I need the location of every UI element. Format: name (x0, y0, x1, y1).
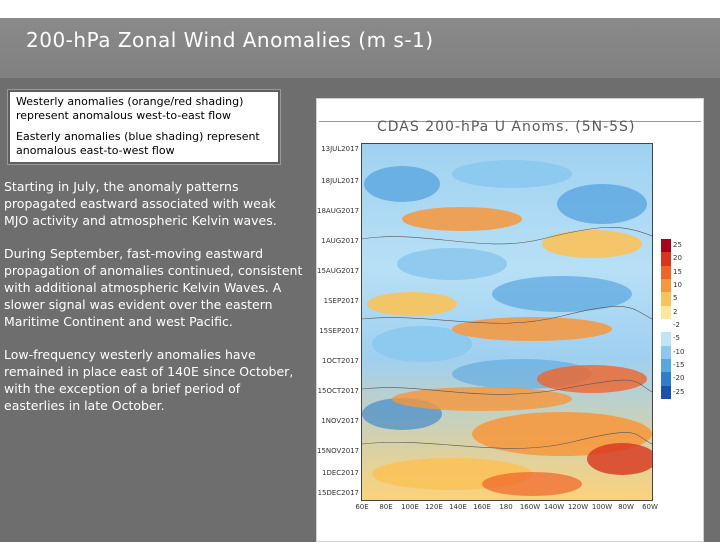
colorbar-swatch (661, 239, 671, 253)
y-tick-label: 18JUL2017 (321, 177, 359, 185)
x-tick-label: 60E (355, 503, 369, 511)
colorbar-swatch (661, 385, 671, 399)
colorbar-label: -20 (673, 374, 685, 383)
colorbar-swatch (661, 332, 671, 346)
x-tick-label: 100W (591, 503, 613, 511)
x-tick-label: 160E (473, 503, 491, 511)
colorbar-label: -10 (673, 347, 685, 356)
y-tick-label: 15OCT2017 (317, 387, 359, 395)
y-tick-label: 1SEP2017 (323, 297, 359, 305)
colorbar-label: 5 (673, 294, 678, 303)
colorbar (661, 239, 671, 399)
top-strip (0, 0, 720, 18)
x-tick-label: 120W (567, 503, 589, 511)
colorbar-label: 10 (673, 281, 682, 289)
y-tick-label: 1DEC2017 (322, 469, 359, 477)
x-tick-label: 120E (425, 503, 443, 511)
colorbar-label: -25 (673, 387, 685, 396)
y-tick-label: 15NOV2017 (317, 447, 360, 455)
colorbar-label: 20 (673, 254, 682, 263)
y-tick-label: 15DEC2017 (317, 489, 359, 497)
colorbar-label: 2 (673, 307, 678, 316)
colorbar-swatch (661, 305, 671, 319)
y-tick-label: 15SEP2017 (319, 327, 359, 335)
title-bar (0, 18, 720, 78)
hovmoller-shading (362, 144, 652, 500)
colorbar-swatch (661, 345, 671, 359)
y-tick-label: 15AUG2017 (317, 267, 360, 275)
body-paragraph-september: During September, fast-moving eastward p… (4, 246, 303, 329)
plot-title: CDAS 200-hPa U Anoms. (5N-5S) (377, 119, 636, 135)
y-tick-label: 18AUG2017 (317, 207, 360, 215)
colorbar-label: 15 (673, 267, 682, 276)
x-tick-label: 160W (519, 503, 541, 511)
x-tick-label: 140W (543, 503, 565, 511)
y-tick-label: 13JUL2017 (321, 145, 359, 153)
x-tick-label: 80W (618, 503, 634, 511)
y-tick-label: 1NOV2017 (321, 417, 359, 425)
colorbar-label: 25 (673, 241, 682, 249)
x-tick-label: 100E (401, 503, 419, 511)
colorbar-swatch (661, 278, 671, 293)
colorbar-swatch (661, 292, 671, 306)
body-paragraph-july: Starting in July, the anomaly patterns p… (4, 179, 277, 228)
x-tick-label: 80E (379, 503, 393, 511)
westerly-legend-text: Westerly anomalies (orange/red shading) … (16, 95, 244, 122)
colorbar-swatch (661, 265, 671, 279)
colorbar-label: -2 (673, 321, 680, 329)
y-tick-label: 1AUG2017 (321, 237, 359, 245)
slide-title: 200-hPa Zonal Wind Anomalies (m s-1) (26, 28, 434, 52)
hovmoller-figure: CDAS 200-hPa U Anoms. (5N-5S) (316, 98, 704, 542)
colorbar-label: -15 (673, 361, 685, 369)
colorbar-swatch (661, 372, 671, 386)
colorbar-swatch (661, 252, 671, 266)
hovmoller-plot-area (361, 143, 653, 501)
colorbar-swatch (661, 318, 671, 333)
x-tick-label: 180 (499, 503, 513, 511)
body-paragraph-october: Low-frequency westerly anomalies have re… (4, 347, 294, 413)
legend-box: Westerly anomalies (orange/red shading) … (8, 90, 280, 164)
colorbar-label: -5 (673, 334, 680, 343)
x-tick-label: 140E (449, 503, 467, 511)
colorbar-swatch (661, 358, 671, 373)
plot-title-rule (319, 121, 701, 122)
x-tick-label: 60W (642, 503, 658, 511)
easterly-legend-text: Easterly anomalies (blue shading) repres… (16, 130, 260, 157)
y-tick-label: 1OCT2017 (322, 357, 359, 365)
